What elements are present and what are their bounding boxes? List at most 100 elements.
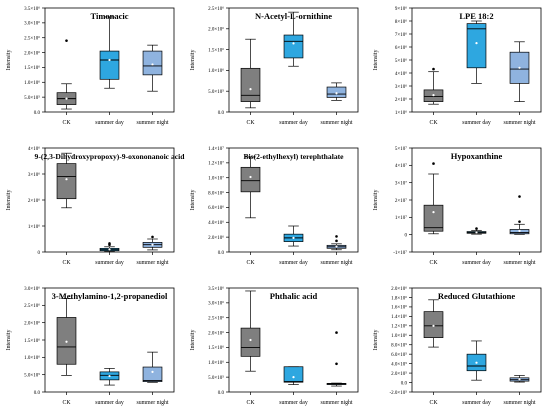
y-tick-label: 2×10⁷	[395, 198, 407, 204]
iqr-box	[99, 50, 120, 80]
y-tick-label: 4×10⁷	[395, 163, 407, 169]
y-tick-label: 4×10⁶	[395, 71, 407, 77]
chart-title: 3-Methylamino-1,2-propanediol	[52, 291, 168, 301]
x-tick-label: summer night	[136, 260, 168, 266]
chart-title: Reduced Glutathione	[438, 291, 515, 301]
plot-frame	[411, 147, 542, 253]
y-tick-label: 1.4×10⁷	[208, 146, 224, 152]
chart-title: Hypoxanthine	[451, 151, 503, 161]
mean-marker	[475, 361, 478, 364]
outlier-point	[475, 227, 478, 230]
x-tick-label: summer night	[136, 400, 168, 406]
y-tick-label: 2.0×10⁶	[24, 50, 40, 56]
y-tick-label: 1.0×10⁶	[24, 80, 40, 86]
chart-title: 9-(2,3-Dihydroxypropoxy)-9-oxononanoic a…	[35, 152, 186, 161]
mean-marker	[475, 231, 478, 234]
x-tick-label: summer day	[462, 400, 491, 406]
outlier-point	[335, 331, 338, 334]
mean-marker	[249, 88, 252, 91]
y-tick-label: 2.5×10⁶	[24, 36, 40, 42]
x-tick-label: CK	[246, 400, 255, 406]
mean-marker	[432, 94, 435, 97]
chart-panel: 0 1×10⁶ 2×10⁶ 3×10⁶ 4×10⁶ Intensity 9-(2,3-Dih…	[6, 146, 185, 266]
y-tick-label: 2.0×10⁶	[208, 27, 224, 33]
chart-panel: -1×10⁷ 0 1×10⁷ 2×10⁷ 3×10⁷ 4×10⁷ 5×10⁷ Intensit…	[373, 146, 542, 266]
chart-panel: 1×10⁶ 2×10⁶ 3×10⁶ 4×10⁶ 5×10⁶ 6×10⁶ 7×10⁶ 8×10⁶…	[373, 6, 542, 126]
iqr-box	[240, 327, 261, 357]
y-axis-label: Intensity	[373, 50, 379, 71]
chart-panel: 0.0 5.0×10⁵ 1.0×10⁶ 1.5×10⁶ 2.0×10⁶ 2.5×10⁶ 3.…	[6, 6, 175, 126]
y-tick-label: 4.0×10⁵	[391, 361, 407, 367]
y-tick-label: 2.5×10⁶	[208, 6, 224, 12]
x-tick-label: summer night	[136, 120, 168, 126]
y-tick-label: 3×10⁶	[28, 172, 40, 178]
x-tick-label: CK	[246, 120, 255, 126]
x-tick-label: CK	[62, 260, 71, 266]
x-tick-label: summer night	[320, 260, 352, 266]
x-tick-label: summer day	[279, 400, 308, 406]
x-tick-label: summer night	[503, 120, 535, 126]
mean-marker	[335, 92, 338, 95]
y-tick-label: 1.5×10⁶	[24, 65, 40, 71]
y-tick-label: 2.0×10⁶	[391, 286, 407, 292]
y-axis-label: Intensity	[373, 330, 379, 351]
x-tick-label: summer day	[462, 260, 491, 266]
mean-marker	[292, 42, 295, 45]
iqr-box	[142, 50, 163, 76]
y-tick-label: 1×10⁶	[28, 224, 40, 230]
y-tick-label: 9×10⁶	[395, 6, 407, 12]
y-tick-label: 2.5×10⁶	[24, 303, 40, 309]
mean-marker	[475, 42, 478, 45]
iqr-box	[240, 67, 261, 102]
x-tick-label: summer night	[320, 120, 352, 126]
x-tick-label: CK	[429, 260, 438, 266]
y-axis-label: Intensity	[373, 190, 379, 211]
y-tick-label: -2.0×10⁵	[390, 390, 408, 396]
y-tick-label: 1.5×10⁶	[24, 338, 40, 344]
y-tick-label: 8.0×10⁶	[208, 190, 224, 196]
y-tick-label: 8×10⁶	[395, 19, 407, 25]
y-tick-label: 3.0×10⁶	[24, 21, 40, 27]
iqr-box	[466, 23, 487, 69]
y-tick-label: 0.0	[218, 251, 225, 256]
y-tick-label: 3×10⁷	[395, 180, 407, 186]
y-tick-label: 3.5×10⁶	[24, 6, 40, 12]
y-tick-label: 1.2×10⁷	[208, 161, 224, 167]
y-tick-label: 2.0×10⁶	[24, 320, 40, 326]
mean-marker	[518, 378, 521, 381]
chart-title: Phthalic acid	[270, 291, 318, 301]
y-tick-label: 1×10⁶	[395, 110, 407, 116]
iqr-box	[283, 366, 304, 383]
x-tick-label: CK	[62, 400, 71, 406]
x-tick-label: CK	[246, 260, 255, 266]
y-tick-label: 3.0×10⁶	[208, 301, 224, 307]
iqr-box	[283, 34, 304, 59]
chart-panel: -2.0×10⁵ 0.0 2.0×10⁵ 4.0×10⁵ 6.0×10⁵ 8.0×10⁵ 1…	[373, 286, 542, 406]
chart-panel: 0.0 2.0×10⁶ 4.0×10⁶ 6.0×10⁶ 8.0×10⁶ 1.0×10⁷ 1.…	[190, 146, 359, 266]
y-tick-label: 2.0×10⁶	[208, 330, 224, 336]
y-tick-label: 1.0×10⁶	[391, 333, 407, 339]
chart-panel: 0.0 5.0×10⁵ 1.0×10⁶ 1.5×10⁶ 2.0×10⁶ 2.5×10⁶ In…	[190, 6, 359, 126]
mean-marker	[65, 340, 68, 343]
outlier-point	[518, 220, 521, 223]
y-tick-label: 7×10⁶	[395, 32, 407, 38]
y-tick-label: 0.0	[401, 381, 408, 386]
iqr-box	[240, 166, 261, 193]
y-tick-label: 0	[405, 233, 408, 238]
x-tick-label: summer day	[95, 120, 124, 126]
y-axis-label: Intensity	[6, 330, 12, 351]
y-tick-label: 1.5×10⁶	[208, 47, 224, 53]
y-axis-label: Intensity	[190, 330, 196, 351]
mean-marker	[335, 245, 338, 248]
x-tick-label: summer night	[320, 400, 352, 406]
y-tick-label: 1.0×10⁶	[208, 360, 224, 366]
chart-title: Timonacic	[90, 11, 128, 21]
y-tick-label: 6.0×10⁶	[208, 205, 224, 211]
chart-panel: 0.0 5.0×10⁵ 1.0×10⁶ 1.5×10⁶ 2.0×10⁶ 2.5×10⁶ 3.…	[6, 286, 175, 406]
y-tick-label: -1×10⁷	[393, 250, 407, 256]
y-tick-label: 3×10⁶	[395, 84, 407, 90]
y-axis-label: Intensity	[6, 190, 12, 211]
y-axis-label: Intensity	[6, 50, 12, 71]
y-tick-label: 1.0×10⁶	[24, 355, 40, 361]
mean-marker	[151, 370, 154, 373]
